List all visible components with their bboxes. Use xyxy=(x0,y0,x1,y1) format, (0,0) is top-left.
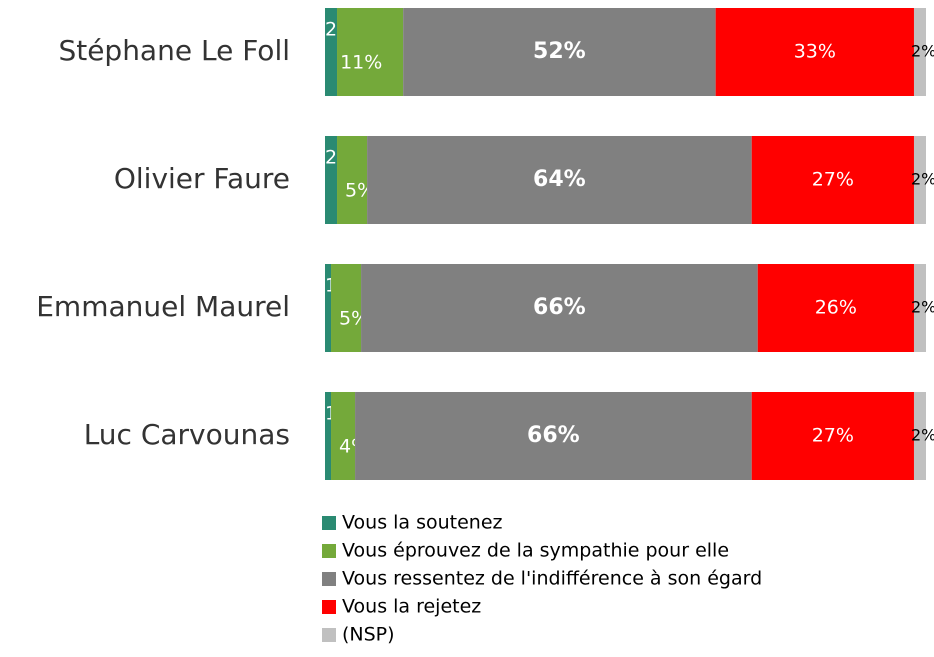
bar-segment xyxy=(331,264,362,352)
value-label: 11% xyxy=(340,52,382,74)
legend-label: Vous éprouvez de la sympathie pour elle xyxy=(342,540,729,562)
bar-segment xyxy=(325,392,332,480)
legend-label: Vous la rejetez xyxy=(342,596,481,618)
value-label: 66% xyxy=(527,423,580,448)
bar-segment xyxy=(355,392,752,480)
value-label: 2% xyxy=(911,42,934,61)
category-label: Emmanuel Maurel xyxy=(36,290,290,323)
category-label: Olivier Faure xyxy=(114,162,290,195)
value-label: 26% xyxy=(815,297,857,319)
bar-segment xyxy=(325,136,338,224)
bar-segment xyxy=(913,264,926,352)
legend-label: Vous la soutenez xyxy=(342,512,503,534)
bar-segment xyxy=(751,392,914,480)
category-label: Stéphane Le Foll xyxy=(58,34,290,67)
legend-swatch xyxy=(322,628,336,642)
legend-swatch xyxy=(322,572,336,586)
legend-swatch xyxy=(322,516,336,530)
legend-label: Vous ressentez de l'indifférence à son é… xyxy=(342,568,762,590)
bar-segment xyxy=(913,8,926,96)
legend-swatch xyxy=(322,600,336,614)
bar-segment xyxy=(913,392,926,480)
bar-segment xyxy=(751,136,914,224)
bar-segment xyxy=(325,8,338,96)
category-label: Luc Carvounas xyxy=(84,418,290,451)
bar-segment xyxy=(331,392,356,480)
value-label: 2% xyxy=(911,298,934,317)
value-label: 33% xyxy=(794,41,836,63)
value-label: 27% xyxy=(812,425,854,447)
value-label: 52% xyxy=(533,39,586,64)
bar-segment xyxy=(715,8,914,96)
bar-segment xyxy=(403,8,716,96)
legend-label: (NSP) xyxy=(342,624,395,646)
bar-segment xyxy=(337,8,404,96)
value-label: 2% xyxy=(911,426,934,445)
bar-segment xyxy=(913,136,926,224)
value-label: 64% xyxy=(533,167,586,192)
bar-segment xyxy=(757,264,914,352)
bar-segment xyxy=(361,264,758,352)
value-label: 66% xyxy=(533,295,586,320)
legend-swatch xyxy=(322,544,336,558)
value-label: 27% xyxy=(812,169,854,191)
bar-segment xyxy=(337,136,368,224)
bar-segment xyxy=(325,264,332,352)
bar-segment xyxy=(367,136,752,224)
value-label: 2% xyxy=(911,170,934,189)
